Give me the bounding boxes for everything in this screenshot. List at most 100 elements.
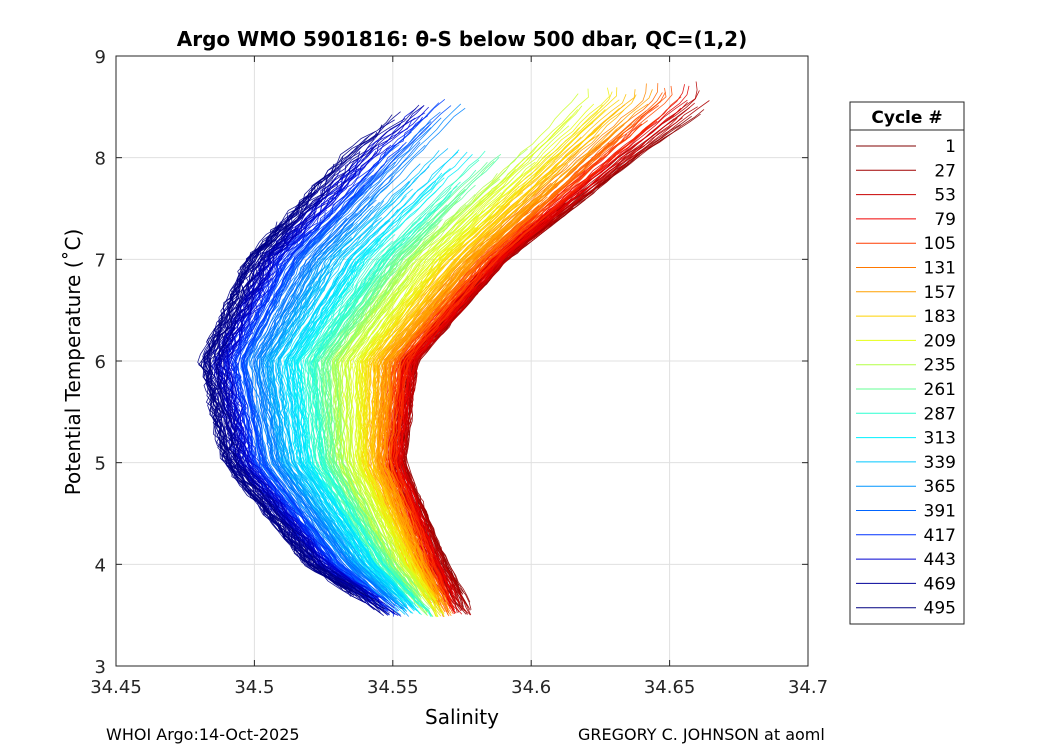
profile-line — [390, 190, 572, 584]
profile-line — [371, 127, 599, 594]
legend-entry-label: 313 — [924, 429, 956, 449]
profile-line — [349, 213, 477, 618]
y-tick-label: 7 — [95, 250, 106, 271]
profile-line — [375, 169, 561, 606]
profile-line — [316, 195, 451, 618]
profile-line — [324, 212, 446, 610]
profile-line — [285, 209, 415, 609]
profile-line — [223, 105, 425, 614]
profile-line — [360, 227, 476, 597]
y-tick-label: 4 — [95, 555, 106, 576]
y-tick-label: 5 — [95, 454, 106, 475]
profile-line — [279, 195, 407, 606]
profile-line — [334, 238, 429, 592]
legend-entry-label: 235 — [924, 356, 956, 376]
profile-line — [343, 88, 589, 600]
profile-line — [260, 107, 466, 609]
profile-line — [401, 231, 542, 604]
profile-line — [341, 190, 492, 600]
y-tick-label: 6 — [95, 352, 106, 373]
legend-entry-label: 339 — [924, 453, 956, 473]
x-tick-label: 34.65 — [644, 677, 696, 698]
profile-line — [245, 105, 452, 612]
profile-line — [349, 105, 583, 590]
y-tick-label: 9 — [95, 47, 106, 68]
profile-line — [355, 161, 536, 587]
profile-line — [380, 89, 653, 606]
profile-line — [304, 150, 486, 599]
profile-line — [290, 181, 435, 605]
profile-line — [326, 184, 476, 598]
profile-line — [347, 277, 434, 603]
x-tick-label: 34.6 — [511, 677, 551, 698]
legend-entry-label: 157 — [924, 283, 956, 303]
profile-line — [296, 151, 468, 589]
ticks-layer: 34.45 34.5 34.55 34.6 34.65 34.7 3 4 5 6 7 8 9 — [90, 47, 828, 698]
profile-line — [310, 248, 428, 612]
profile-line — [378, 198, 536, 584]
chart-title: Argo WMO 5901816: θ-S below 500 dbar, QC… — [177, 27, 747, 51]
profile-line — [241, 141, 407, 602]
x-tick-label: 34.55 — [367, 677, 419, 698]
profile-line — [386, 174, 576, 589]
profile-line — [210, 217, 380, 604]
profile-line — [253, 217, 369, 584]
profile-line — [309, 269, 431, 617]
profile-line — [371, 125, 602, 614]
legend-entry-label: 79 — [934, 210, 956, 230]
profile-line — [234, 116, 423, 598]
profile-line — [226, 105, 425, 582]
footer-left-text: WHOI Argo:14-Oct-2025 — [106, 725, 300, 744]
footer-right-text: GREGORY C. JOHNSON at aoml — [578, 725, 825, 744]
profile-line — [388, 133, 624, 598]
profile-line — [370, 132, 593, 612]
legend-entry-label: 183 — [924, 307, 956, 327]
profile-line — [366, 203, 511, 594]
y-tick-label: 8 — [95, 149, 106, 170]
profile-line — [331, 194, 476, 595]
legend-entry-label: 469 — [924, 574, 956, 594]
profile-line — [403, 117, 683, 598]
curves-layer — [197, 81, 710, 618]
profile-line — [353, 192, 502, 617]
legend-entry-label: 105 — [924, 234, 956, 254]
profile-line — [403, 234, 539, 590]
profile-line — [320, 188, 466, 586]
profile-line — [345, 275, 428, 600]
profile-line — [256, 212, 402, 610]
legend-entry-label: 365 — [924, 477, 956, 497]
profile-line — [317, 222, 429, 590]
profile-line — [383, 124, 625, 610]
legend-entry-label: 417 — [924, 526, 956, 546]
profile-line — [258, 175, 397, 605]
profile-line — [327, 219, 441, 591]
profile-line — [254, 249, 393, 608]
profile-line — [277, 246, 397, 596]
profile-line — [216, 199, 385, 610]
x-tick-label: 34.7 — [788, 677, 828, 698]
legend-entry-label: 1 — [945, 137, 956, 157]
profile-line — [358, 151, 551, 601]
legend-entry-label: 27 — [934, 161, 956, 181]
profile-line — [354, 174, 524, 618]
profile-line — [253, 142, 421, 607]
profile-line — [381, 163, 576, 601]
legend: Cycle #1 27 53 79 105 131 157 183 209 235 261 287 31… — [849, 101, 965, 625]
legend-title: Cycle # — [871, 108, 942, 128]
profile-line — [198, 221, 354, 596]
profile-line — [271, 181, 410, 609]
y-axis-label: Potential Temperature (˚C) — [61, 229, 85, 496]
profile-line — [260, 199, 405, 610]
y-tick-label: 3 — [95, 657, 106, 678]
profile-line — [284, 149, 460, 586]
profile-line — [390, 120, 648, 615]
legend-entry-label: 53 — [934, 186, 956, 206]
profile-line — [277, 217, 392, 590]
profile-line — [226, 227, 380, 604]
legend-entry-label: 391 — [924, 502, 956, 522]
profile-line — [249, 117, 442, 592]
profile-line — [216, 236, 357, 590]
profile-line — [343, 275, 419, 588]
x-axis-label: Salinity — [425, 705, 499, 729]
